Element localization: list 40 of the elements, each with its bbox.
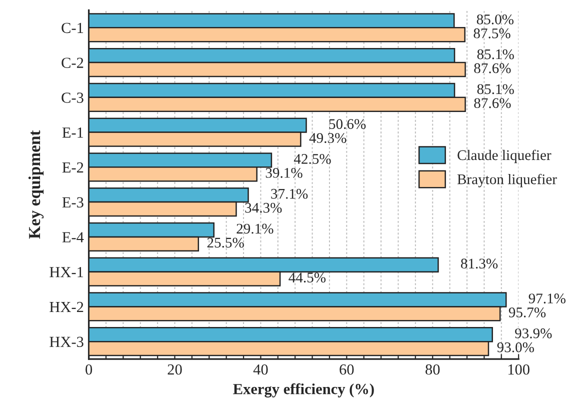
data-label: 87.6% <box>474 98 511 108</box>
y-tick-label: E-2 <box>62 162 84 172</box>
x-axis-title: Exergy efficiency (%) <box>233 383 374 398</box>
data-label: 85.1% <box>477 49 514 60</box>
data-label: 34.3% <box>245 202 282 213</box>
data-label: 44.5% <box>288 272 326 283</box>
data-label: 93.0% <box>497 342 534 352</box>
y-tick-label: HX-1 <box>50 267 84 278</box>
x-tick-label: 40 <box>253 364 268 375</box>
y-tick-label: C-2 <box>62 58 84 68</box>
y-tick-label: E-1 <box>62 128 84 138</box>
x-tick-label: 20 <box>168 364 182 375</box>
x-tick-label: 80 <box>426 364 440 375</box>
y-axis-title: Key equipment <box>28 130 44 239</box>
y-tick-label: E-3 <box>62 197 84 208</box>
data-label: 42.5% <box>294 154 331 164</box>
y-tick-label: E-4 <box>62 232 84 242</box>
data-label: 87.6% <box>474 63 511 74</box>
data-label: 85.1% <box>477 84 514 94</box>
legend-label: Brayton liquefier <box>457 174 557 188</box>
data-label: 25.5% <box>207 238 244 248</box>
x-tick-label: 0 <box>86 364 92 375</box>
x-tick-label: 60 <box>340 364 354 375</box>
data-label: 39.1% <box>266 168 302 178</box>
data-label: 85.0% <box>476 14 514 24</box>
data-label: 29.1% <box>236 224 274 234</box>
data-label: 97.1% <box>528 294 566 304</box>
x-tick-label: 100 <box>508 364 530 375</box>
data-label: 87.5% <box>474 28 510 38</box>
y-tick-label: HX-2 <box>50 302 84 312</box>
legend-label: Claude liquefier <box>458 150 552 164</box>
data-label: 95.7% <box>508 308 546 318</box>
y-tick-label: HX-3 <box>50 336 84 348</box>
y-tick-label: C-1 <box>62 22 84 34</box>
data-label: 50.6% <box>329 119 366 130</box>
y-tick-label: C-3 <box>62 92 84 103</box>
data-label: 93.9% <box>515 328 552 338</box>
data-label: 37.1% <box>271 188 308 199</box>
data-label: 81.3% <box>460 258 498 269</box>
data-label: 49.3% <box>309 133 346 143</box>
